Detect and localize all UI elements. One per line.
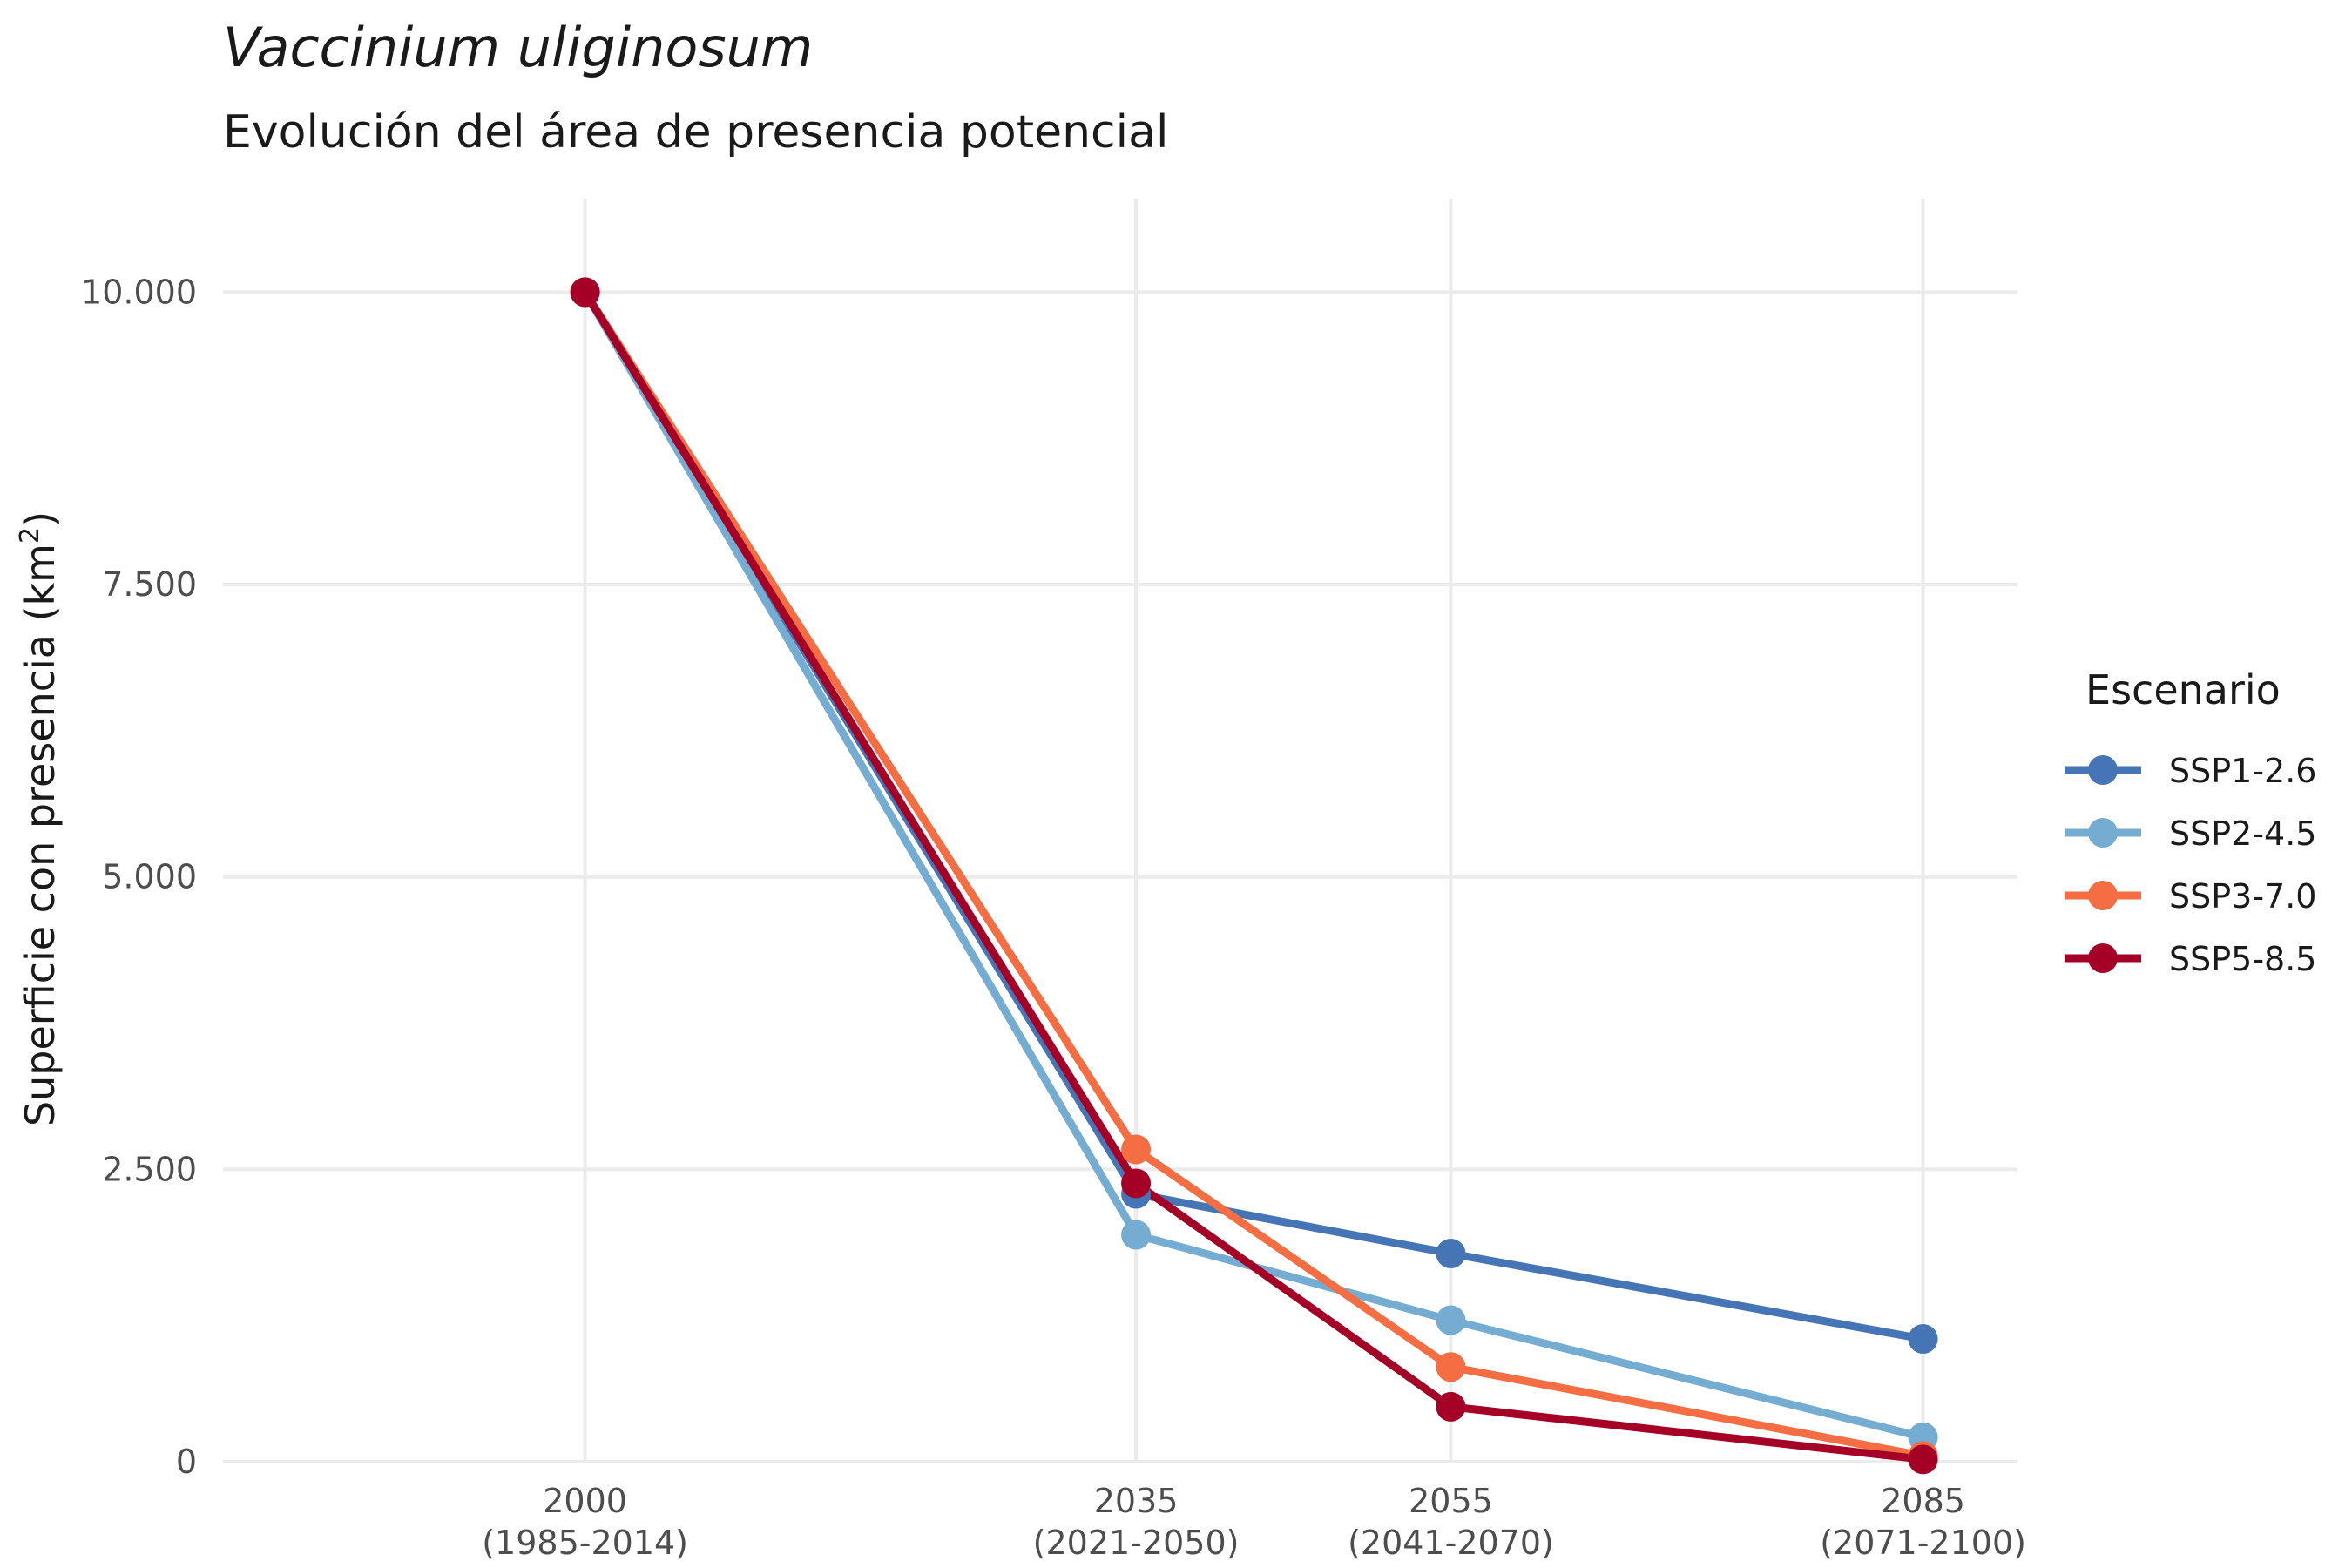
x-tick-sublabel: (2041-2070) [1348,1524,1554,1562]
y-axis-title-main: Superficie con presencia (km [17,544,64,1126]
legend-key-point [2088,818,2118,848]
data-point-SSP2-4.5 [1436,1305,1466,1335]
chart-subtitle: Evolución del área de presencia potencia… [223,106,1169,159]
data-point-SSP3-7.0 [1121,1134,1152,1165]
y-axis-title: Superficie con presencia (km2) [15,511,64,1126]
series-line-SSP5-8.5 [581,287,1928,1463]
x-tick-label: 2035 [1094,1482,1179,1520]
legend-key-point [2088,881,2118,910]
y-axis-ticks: 0 2.500 5.000 7.500 10.000 [81,273,197,1481]
series-line-SSP2-4.5 [581,287,1928,1442]
y-axis-title-close: ) [17,511,64,527]
data-point-SSP1-2.6 [1908,1324,1938,1355]
data-point-SSP5-8.5 [570,277,600,308]
y-tick-label: 5.000 [102,858,197,896]
x-tick-sublabel: (2071-2100) [1820,1524,2026,1562]
x-tick-label: 2000 [543,1482,627,1520]
legend-label: SSP3-7.0 [2169,877,2316,916]
legend-label: SSP2-4.5 [2169,814,2316,853]
y-axis-title-superscript: 2 [15,527,45,544]
x-tick-label: 2055 [1409,1482,1493,1520]
legend-items: SSP1-2.6 SSP2-4.5 SSP3-7.0 SSP5-8.5 [2065,752,2316,978]
legend: Escenario SSP1-2.6 SSP2-4.5 SSP3-7.0 SSP5-8… [2065,666,2316,978]
grid-lines [223,199,2017,1463]
x-tick-sublabel: (1985-2014) [482,1524,688,1562]
data-point-SSP2-4.5 [1121,1220,1152,1250]
data-point-SSP5-8.5 [1908,1444,1938,1475]
x-axis-ticks: 2000 (1985-2014) 2035 (2021-2050) 2055 (2041-… [482,1482,2026,1562]
y-tick-label: 0 [176,1443,197,1481]
data-point-SSP5-8.5 [1436,1391,1466,1422]
series-line-SSP3-7.0 [581,287,1928,1460]
y-tick-label: 2.500 [102,1150,197,1188]
x-tick-sublabel: (2021-2050) [1033,1524,1240,1562]
chart-title: Vaccinium uliginosum [223,16,814,79]
legend-key-point [2088,943,2118,973]
data-point-SSP1-2.6 [1436,1239,1466,1269]
legend-label: SSP1-2.6 [2169,752,2316,790]
legend-title: Escenario [2085,666,2281,713]
y-tick-label: 7.500 [102,565,197,604]
series-line-SSP1-2.6 [581,287,1928,1343]
legend-key-point [2088,755,2118,785]
data-point-SSP5-8.5 [1121,1168,1152,1199]
series-lines [581,287,1928,1463]
series-points [570,277,1938,1475]
legend-label: SSP5-8.5 [2169,940,2316,978]
y-tick-label: 10.000 [81,273,197,311]
data-point-SSP3-7.0 [1436,1352,1466,1382]
x-tick-label: 2085 [1881,1482,1965,1520]
